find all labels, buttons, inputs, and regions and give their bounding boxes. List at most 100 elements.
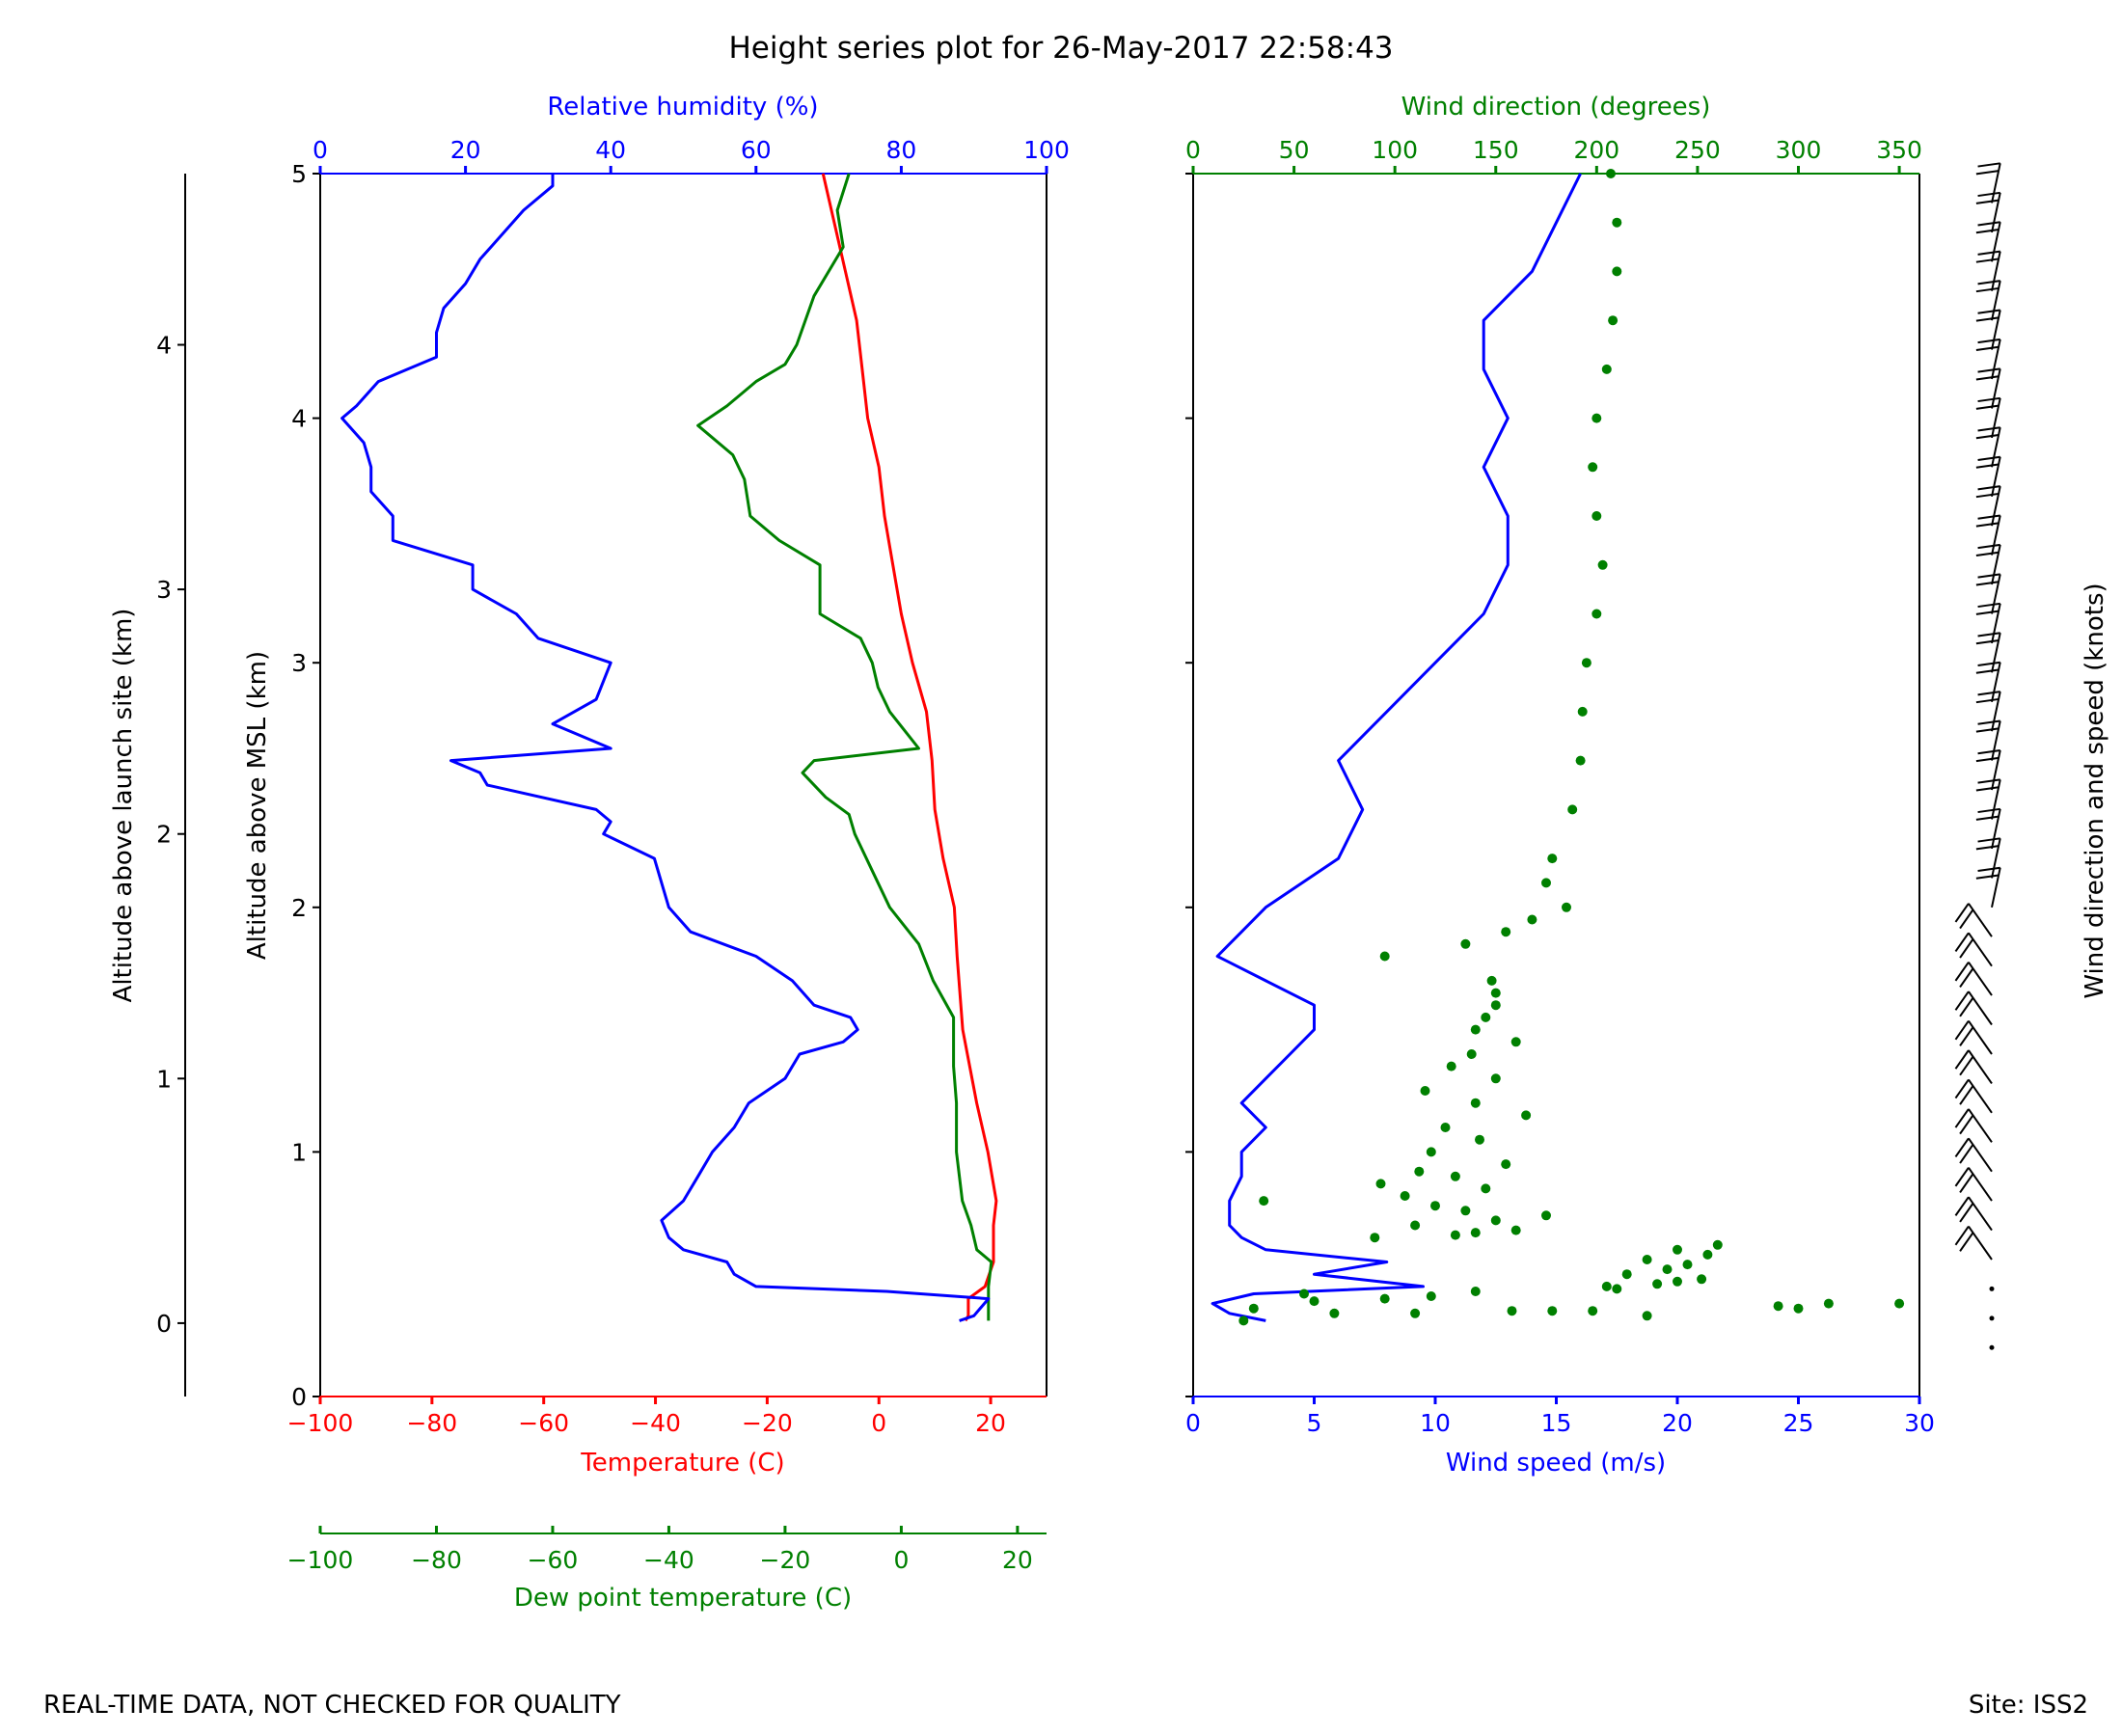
- wind-barb: [1975, 778, 2001, 820]
- wind-barb-flag: [1977, 719, 2000, 725]
- wind-barb-flag: [1975, 522, 2000, 528]
- wind-barb-flag: [1975, 874, 2000, 880]
- wind-barb-flag: [1959, 1026, 1974, 1046]
- wind-barb: [1954, 932, 1993, 967]
- wind-direction-point: [1621, 1269, 1632, 1280]
- msl-tick-label: 3: [291, 649, 307, 677]
- wind-barb: [1975, 573, 2001, 614]
- launch-tick-label: 4: [156, 332, 172, 360]
- wind-barb-flag: [1975, 727, 2000, 733]
- wind-barb-flag: [1959, 967, 1974, 988]
- wind-direction-point: [1682, 1260, 1693, 1270]
- wind-barb: [1975, 632, 2001, 673]
- wind-speed-tick-label: 5: [1307, 1409, 1322, 1437]
- dewpoint-tick-label: −80: [411, 1546, 462, 1574]
- wind-barb-staff: [1991, 720, 2001, 761]
- wind-barb-staff: [1991, 310, 2001, 350]
- wind-barb: [1975, 602, 2001, 644]
- wind-barb-flag: [1959, 909, 1974, 930]
- wind-direction-point: [1446, 1061, 1456, 1071]
- wind-barb-flag: [1975, 668, 2000, 674]
- wind-direction-point: [1248, 1303, 1259, 1314]
- wind-barb-flag: [1977, 426, 2000, 432]
- wind-barb-flag: [1959, 1173, 1974, 1193]
- msl-tick-label: 0: [291, 1383, 307, 1411]
- launch-axis-label: Altitude above launch site (km): [109, 609, 138, 1003]
- wind-barb-flag: [1975, 404, 2000, 410]
- wind-barb: [1975, 661, 2001, 703]
- wind-barb-staff: [1991, 808, 2001, 850]
- wind-barb-flag: [1975, 756, 2000, 763]
- wind-barb: [1975, 485, 2001, 527]
- wind-barb-flag: [1954, 1167, 1970, 1187]
- wind-direction-point: [1592, 511, 1602, 521]
- wind-direction-point: [1642, 1311, 1652, 1321]
- wind-direction-tick-label: 50: [1279, 136, 1310, 164]
- wind-direction-point: [1575, 755, 1586, 766]
- wind-direction-point: [1410, 1308, 1421, 1318]
- wind-barb-flag: [1977, 602, 2000, 609]
- msl-axis-label: Altitude above MSL (km): [243, 651, 272, 960]
- wind-speed-tick-label: 20: [1662, 1409, 1693, 1437]
- wind-direction-point: [1470, 1098, 1481, 1108]
- wind-barb-staff: [1991, 222, 2001, 262]
- wind-barb-staff: [1991, 633, 2001, 673]
- wind-barb-flag: [1977, 396, 2000, 403]
- wind-barb: [1954, 1020, 1993, 1055]
- temperature-tick-label: −80: [406, 1409, 457, 1437]
- wind-barb: [1975, 396, 2001, 439]
- wind-direction-point: [1426, 1147, 1436, 1157]
- wind-barb-flag: [1959, 938, 1974, 959]
- dewpoint-tick-label: 0: [893, 1546, 909, 1574]
- wind-direction-point: [1460, 1206, 1471, 1216]
- wind-barb-flag: [1954, 1020, 1970, 1041]
- temperature-tick-label: −100: [287, 1409, 354, 1437]
- wind-barb-flag: [1977, 162, 2000, 168]
- wind-barb: [1975, 719, 2001, 761]
- wind-barb-staff: [1991, 749, 2001, 791]
- wind-barb-calm: [1989, 1316, 1995, 1321]
- wind-direction-point: [1662, 1264, 1673, 1275]
- wind-direction-point: [1426, 1291, 1436, 1301]
- wind-barb-flag: [1975, 286, 2000, 293]
- wind-barb-staff: [1968, 1078, 1993, 1114]
- wind-direction-point: [1414, 1166, 1425, 1177]
- temperature-axis-label: Temperature (C): [580, 1449, 784, 1478]
- dewpoint-tick-label: 20: [1002, 1546, 1033, 1574]
- wind-barb-staff: [1968, 1137, 1993, 1173]
- wind-speed-axis-label: Wind speed (m/s): [1446, 1449, 1666, 1478]
- wind-barb: [1975, 749, 2001, 791]
- rh-tick-label: 0: [313, 136, 328, 164]
- launch-tick-label: 1: [156, 1065, 172, 1093]
- wind-barb: [1975, 221, 2001, 262]
- wind-direction-point: [1490, 1000, 1501, 1011]
- wind-barb: [1975, 837, 2001, 879]
- wind-barb-staff: [1991, 603, 2001, 644]
- wind-barbs-column: [1954, 162, 2001, 1350]
- wind-barb: [1954, 1049, 1993, 1084]
- temperature-tick-label: 20: [975, 1409, 1006, 1437]
- wind-barb: [1954, 1226, 1993, 1261]
- wind-direction-point: [1581, 658, 1592, 668]
- temperature-tick-label: −20: [742, 1409, 793, 1437]
- wind-barb: [1975, 426, 2001, 468]
- wind-barb: [1954, 1137, 1993, 1173]
- wind-direction-point: [1642, 1255, 1652, 1264]
- wind-direction-point: [1481, 1012, 1491, 1022]
- wind-barb-staff: [1991, 574, 2001, 614]
- wind-direction-point: [1606, 169, 1616, 178]
- wind-barb-flag: [1977, 661, 2000, 666]
- wind-barb-flag: [1977, 485, 2000, 491]
- rh-tick-label: 100: [1023, 136, 1070, 164]
- wind-barb: [1954, 1108, 1993, 1143]
- wind-barb-flag: [1977, 250, 2000, 256]
- wind-barb-flag: [1977, 221, 2000, 227]
- wind-barb-staff: [1991, 280, 2001, 321]
- wind-direction-point: [1430, 1201, 1440, 1211]
- wind-barb: [1954, 1078, 1993, 1114]
- rh-tick-label: 20: [450, 136, 481, 164]
- temperature-tick-label: −40: [630, 1409, 681, 1437]
- rh-tick-label: 60: [741, 136, 772, 164]
- wind-barb: [1975, 543, 2001, 585]
- wind-direction-point: [1673, 1276, 1682, 1287]
